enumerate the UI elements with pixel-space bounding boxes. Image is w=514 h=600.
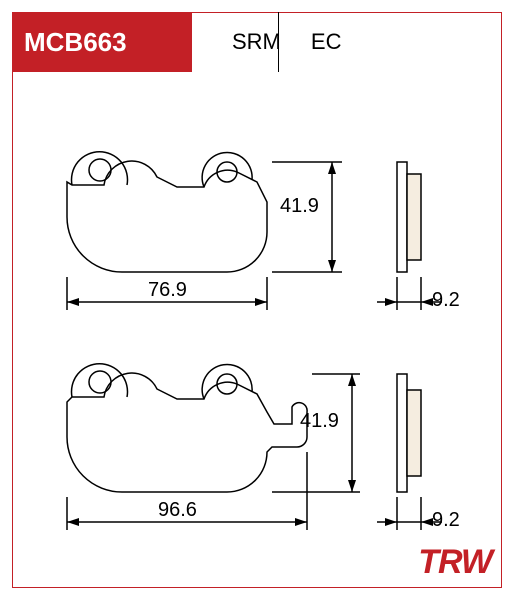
pad2-height-label: 41.9 xyxy=(300,410,339,433)
pad1-width-label: 76.9 xyxy=(148,279,187,302)
pad1-thick-label: 9.2 xyxy=(432,289,460,312)
header-title-container: MCB663 xyxy=(12,12,192,72)
code-srm: SRM xyxy=(232,29,281,55)
pad2-thickness-profile xyxy=(397,374,421,492)
pad2-width-label: 96.6 xyxy=(158,499,197,522)
pad2-thick-label: 9.2 xyxy=(432,509,460,532)
product-code: MCB663 xyxy=(12,27,127,58)
trw-logo: TRW xyxy=(418,543,492,582)
pad2-left-ear xyxy=(72,364,128,397)
code-ec: EC xyxy=(311,29,342,55)
pad1-left-ear xyxy=(72,152,128,185)
pad1-height-label: 41.9 xyxy=(280,195,319,218)
diagram-svg xyxy=(12,72,502,588)
pad2-height-dim xyxy=(272,374,360,492)
header-separator xyxy=(278,12,279,72)
header-codes: SRM EC xyxy=(192,12,341,72)
pad2-outline xyxy=(67,373,307,492)
pad1-outline xyxy=(67,161,267,272)
pad1-left-hole xyxy=(89,159,111,181)
pad2-left-hole xyxy=(89,371,111,393)
pad1-thickness-profile xyxy=(397,162,421,272)
